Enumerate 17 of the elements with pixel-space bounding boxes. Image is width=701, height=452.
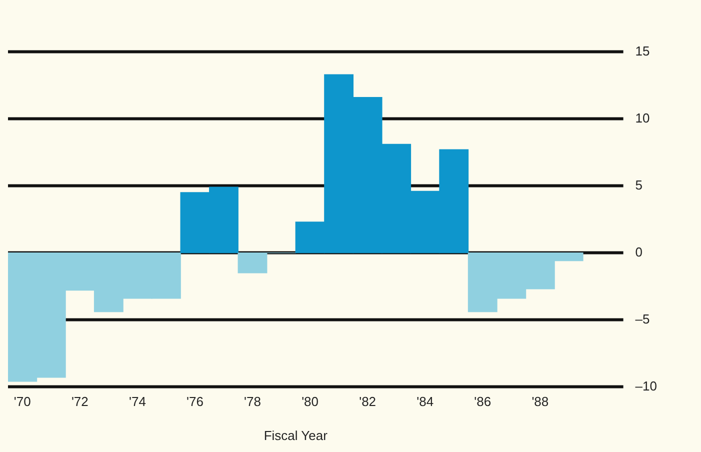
x-tick-label: '70 — [14, 394, 31, 410]
x-tick-label: '82 — [359, 394, 376, 410]
x-axis-title: Fiscal Year — [264, 428, 328, 443]
x-tick-label: '84 — [416, 394, 434, 410]
y-tick-label: 10 — [635, 110, 650, 126]
y-tick-label: 0 — [635, 244, 643, 260]
x-tick-label: '80 — [302, 394, 319, 410]
y-tick-label: –5 — [635, 311, 650, 326]
y-tick-label: –10 — [635, 378, 658, 394]
x-tick-label: '86 — [474, 394, 492, 410]
x-tick-label: '76 — [186, 394, 204, 410]
y-tick-label: 15 — [635, 43, 650, 58]
x-tick-label: '78 — [244, 394, 261, 410]
x-tick-label: '88 — [532, 394, 549, 410]
x-tick-label: '72 — [71, 394, 88, 410]
y-tick-label: 5 — [635, 177, 643, 192]
x-tick-label: '74 — [128, 394, 146, 410]
